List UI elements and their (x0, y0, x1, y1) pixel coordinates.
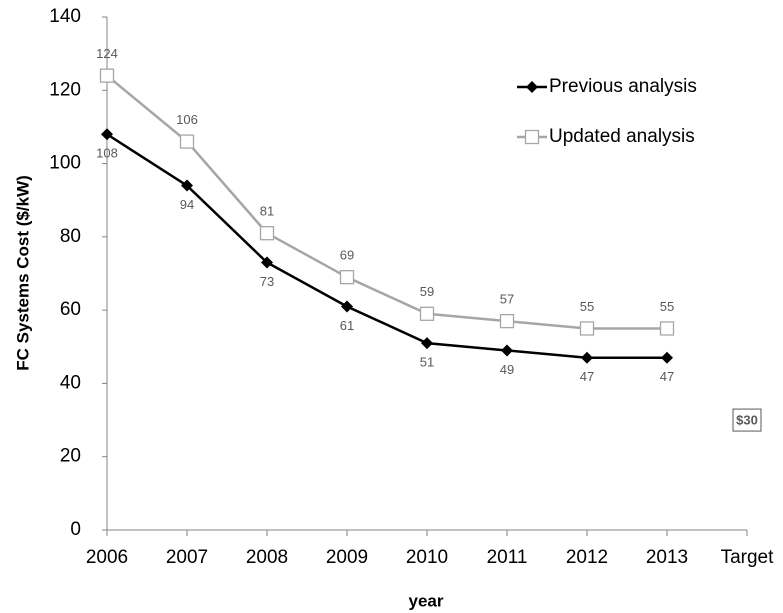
data-label: 108 (96, 146, 118, 161)
data-label: 69 (340, 248, 354, 263)
data-label: 47 (580, 369, 594, 384)
data-point (661, 351, 673, 364)
legend-label: Previous analysis (549, 76, 697, 97)
target-box (732, 408, 762, 432)
data-point (581, 351, 593, 364)
data-label: 81 (260, 204, 274, 219)
y-axis-title: FC Systems Cost ($/kW) (13, 175, 32, 371)
data-label: 94 (180, 197, 194, 212)
data-point (179, 134, 195, 149)
data-point (421, 337, 433, 350)
data-label: 61 (340, 318, 354, 333)
x-tick-label: 2009 (326, 547, 368, 568)
data-label: 59 (420, 284, 434, 299)
data-label: 55 (660, 299, 674, 314)
data-label: 49 (500, 362, 514, 377)
data-label: 51 (420, 355, 434, 370)
data-label: 55 (580, 299, 594, 314)
data-point (499, 313, 515, 329)
series-line (106, 133, 667, 360)
y-tick-label: 20 (60, 446, 81, 467)
x-axis-title: year (409, 591, 444, 610)
data-point (341, 300, 353, 313)
data-label: 47 (660, 369, 674, 384)
data-point (261, 256, 273, 269)
data-point (501, 344, 513, 357)
series-line (106, 74, 667, 330)
x-tick-label: Target (721, 547, 775, 568)
data-point (659, 321, 675, 336)
x-tick-label: 2007 (166, 547, 208, 568)
x-tick-label: 2008 (246, 547, 288, 568)
data-point (101, 128, 113, 141)
x-tick-label: 2012 (566, 547, 608, 568)
legend-marker (526, 81, 538, 93)
x-tick-label: 2013 (646, 547, 688, 568)
data-point (419, 306, 435, 321)
y-tick-label: 40 (60, 372, 81, 393)
data-point (339, 270, 355, 285)
data-point (99, 68, 115, 83)
y-tick-label: 100 (49, 153, 81, 174)
data-point (181, 179, 193, 192)
legend-label: Updated analysis (549, 126, 695, 147)
x-tick-label: 2010 (406, 547, 448, 568)
data-label: 124 (96, 46, 118, 61)
y-tick-label: 140 (49, 6, 81, 27)
y-tick-label: 80 (60, 226, 81, 247)
data-point (579, 321, 595, 336)
x-tick-label: 2011 (487, 547, 528, 568)
data-label: 57 (500, 292, 514, 307)
y-tick-label: 60 (60, 299, 81, 320)
y-tick-label: 120 (49, 79, 81, 100)
y-tick-label: 0 (70, 519, 81, 540)
legend-marker (524, 129, 540, 145)
x-tick-label: 2006 (86, 547, 128, 568)
data-label: 106 (176, 112, 198, 127)
data-point (259, 226, 275, 241)
data-label: 73 (260, 274, 274, 289)
target-label: $30 (736, 413, 758, 428)
